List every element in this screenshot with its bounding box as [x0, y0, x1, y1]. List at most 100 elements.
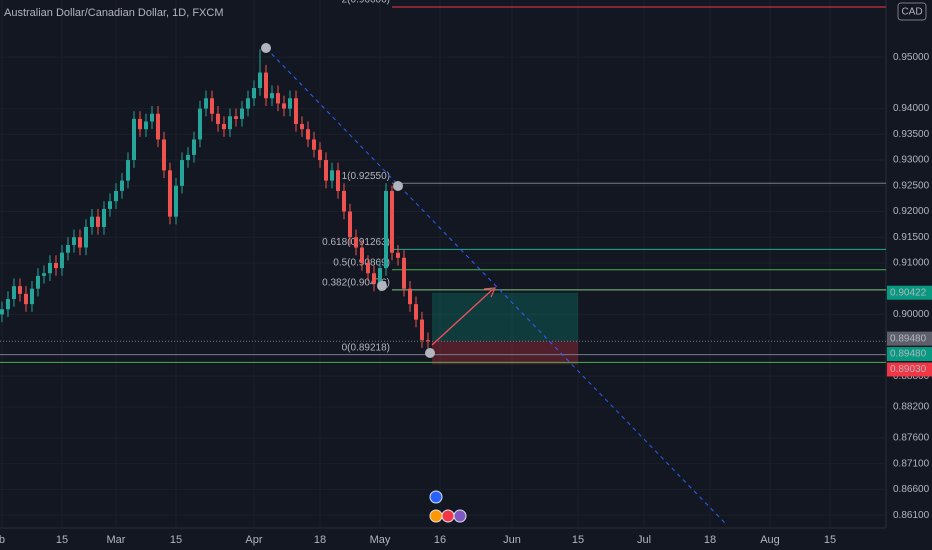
- target-tag: [887, 285, 932, 300]
- overlay: [261, 43, 726, 524]
- event-icon[interactable]: [441, 509, 455, 523]
- candle-body: [179, 160, 184, 186]
- candle-body: [83, 226, 88, 248]
- y-tick-label: 0.91000: [893, 258, 930, 269]
- candle-body: [101, 208, 106, 227]
- x-tick-label: Aug: [760, 534, 780, 546]
- candle-body: [419, 319, 424, 341]
- candle-body: [17, 286, 22, 294]
- y-tick-label: 0.92500: [893, 180, 930, 191]
- candle-body: [383, 190, 388, 269]
- candle-body: [203, 98, 208, 109]
- candle-body: [95, 216, 100, 227]
- x-tick-label: 18: [314, 534, 326, 546]
- candle-body: [35, 275, 40, 289]
- candle-body: [359, 247, 364, 263]
- candle-body: [71, 237, 76, 245]
- candle-body: [263, 72, 268, 99]
- candle-body: [407, 288, 412, 305]
- candle-body: [215, 113, 220, 125]
- candle-body: [173, 185, 178, 217]
- y-tick-label: 0.95000: [893, 52, 930, 63]
- stop-zone: [432, 341, 578, 365]
- candles: [0, 49, 430, 355]
- candle-body: [353, 237, 358, 248]
- candle-body: [233, 116, 238, 119]
- candle-body: [47, 262, 52, 274]
- candle-body: [257, 72, 262, 88]
- stop-tag: [887, 362, 932, 377]
- target-zone: [432, 292, 578, 342]
- y-tick-label: 0.91500: [893, 232, 930, 243]
- y-tick-label: 0.92000: [893, 206, 930, 217]
- x-tick-label: 16: [434, 534, 446, 546]
- event-icon[interactable]: [429, 490, 443, 504]
- candle-body: [77, 237, 82, 248]
- candle-body: [65, 244, 70, 253]
- x-tick-label: 18: [704, 534, 716, 546]
- candle-body: [293, 98, 298, 125]
- grid: [0, 0, 886, 528]
- stop-tag-label: 0.89030: [890, 364, 927, 375]
- event-icon[interactable]: [429, 509, 443, 523]
- entry-tag-label: 0.89480: [890, 349, 927, 360]
- candle-body: [281, 103, 286, 109]
- x-tick-label: 15: [170, 534, 182, 546]
- candle-body: [371, 273, 376, 284]
- x-tick-label: May: [370, 534, 391, 546]
- candle-body: [23, 293, 28, 305]
- candle-body: [299, 124, 304, 130]
- candle-body: [413, 304, 418, 320]
- event-icon[interactable]: [453, 509, 467, 523]
- anchor: [261, 43, 271, 53]
- candle-body: [155, 113, 160, 140]
- price-tag: [887, 331, 932, 346]
- y-tick-label: 0.86600: [893, 484, 930, 495]
- candle-body: [0, 309, 4, 315]
- candle-body: [287, 98, 292, 109]
- candle-body: [131, 118, 136, 161]
- fib-label: 0(0.89218): [342, 342, 390, 353]
- candle-body: [311, 139, 316, 150]
- x-tick-label: 15: [824, 534, 836, 546]
- candle-body: [365, 262, 370, 274]
- y-tick-label: 0.94000: [893, 103, 930, 114]
- candle-body: [137, 118, 142, 130]
- fib-label: 1(0.92550): [342, 171, 390, 182]
- candle-body: [377, 268, 382, 284]
- candle-body: [269, 93, 274, 99]
- candle-body: [425, 340, 430, 342]
- y-tick-label: 0.86100: [893, 510, 930, 521]
- candle-body: [119, 180, 124, 191]
- candle-body: [167, 170, 172, 217]
- candle-body: [89, 216, 94, 227]
- candle-body: [41, 273, 46, 276]
- y-tick-label: 0.93500: [893, 129, 930, 140]
- currency: CAD: [901, 7, 922, 18]
- candle-body: [113, 190, 118, 202]
- fib-label: 2(0.96606): [342, 0, 390, 6]
- candle-body: [161, 139, 166, 171]
- candle-body: [239, 108, 244, 119]
- anchor: [425, 348, 435, 358]
- candle-body: [221, 124, 226, 130]
- candle-body: [227, 116, 232, 130]
- target-tag-label: 0.90422: [890, 287, 927, 298]
- price-tag-label: 0.89480: [890, 333, 927, 344]
- currency-badge[interactable]: [897, 2, 927, 21]
- anchor: [393, 181, 403, 191]
- candle-body: [323, 160, 328, 181]
- anchor: [377, 281, 387, 291]
- candle-body: [29, 288, 34, 305]
- candle-body: [401, 257, 406, 289]
- x-tick-label: Jul: [637, 534, 651, 546]
- x-tick-label: Mar: [107, 534, 126, 546]
- x-tick-label: b: [0, 534, 5, 546]
- candle-body: [347, 211, 352, 238]
- y-tick-label: 0.87600: [893, 433, 930, 444]
- candle-body: [275, 93, 280, 104]
- candle-body: [251, 88, 256, 99]
- candle-body: [245, 98, 250, 109]
